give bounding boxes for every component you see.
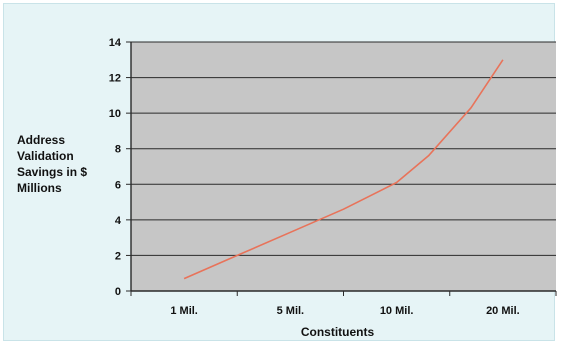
series-line bbox=[183, 59, 504, 280]
y-tick-label: 8 bbox=[115, 144, 121, 156]
y-tick-label: 0 bbox=[115, 286, 121, 298]
y-tick-label: 14 bbox=[109, 37, 122, 49]
y-tick-label: 4 bbox=[115, 215, 122, 227]
x-tick-label: 20 Mil. bbox=[486, 305, 520, 317]
y-axis-label: Address Validation Savings in $ Millions bbox=[17, 133, 87, 195]
y-axis-label-line: Millions bbox=[17, 181, 62, 195]
x-tick-label: 5 Mil. bbox=[277, 305, 305, 317]
y-axis-label-line: Validation bbox=[17, 149, 74, 163]
x-tick-label: 1 Mil. bbox=[170, 305, 198, 317]
y-tick-label: 2 bbox=[115, 250, 121, 262]
x-axis-label: Constituents bbox=[301, 325, 375, 339]
x-tick-label: 10 Mil. bbox=[380, 305, 414, 317]
y-axis-label-line: Address bbox=[17, 133, 65, 147]
y-axis-label-line: Savings in $ bbox=[17, 165, 87, 179]
y-tick-label: 6 bbox=[115, 179, 121, 191]
y-tick-label: 10 bbox=[109, 108, 121, 120]
y-tick-labels: 0 2 4 6 8 10 12 14 bbox=[109, 37, 122, 298]
x-tick-labels: 1 Mil. 5 Mil. 10 Mil. 20 Mil. bbox=[170, 305, 519, 317]
y-tick-label: 12 bbox=[109, 73, 121, 85]
plot-area bbox=[131, 42, 556, 291]
gridlines bbox=[126, 41, 557, 296]
